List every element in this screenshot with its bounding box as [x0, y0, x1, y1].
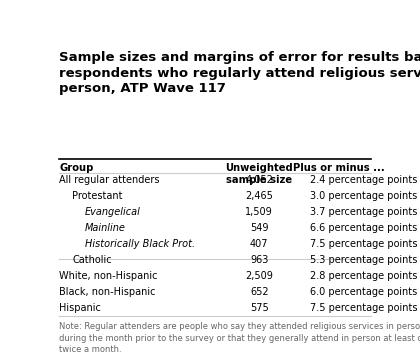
- Text: Black, non-Hispanic: Black, non-Hispanic: [59, 288, 155, 298]
- Text: 549: 549: [250, 223, 268, 233]
- Text: Protestant: Protestant: [72, 191, 123, 201]
- Text: Note: Regular attenders are people who say they attended religious services in p: Note: Regular attenders are people who s…: [59, 322, 420, 354]
- Text: 2,509: 2,509: [245, 271, 273, 281]
- Text: White, non-Hispanic: White, non-Hispanic: [59, 271, 158, 281]
- Text: Catholic: Catholic: [72, 255, 112, 265]
- Text: 652: 652: [250, 288, 268, 298]
- Text: 2.4 percentage points: 2.4 percentage points: [310, 175, 417, 185]
- Text: 2,465: 2,465: [245, 191, 273, 201]
- Text: 2.8 percentage points: 2.8 percentage points: [310, 271, 417, 281]
- Text: Group: Group: [59, 163, 93, 173]
- Text: Sample sizes and margins of error for results based on
respondents who regularly: Sample sizes and margins of error for re…: [59, 51, 420, 95]
- Text: Evangelical: Evangelical: [85, 207, 141, 217]
- Text: 7.5 percentage points: 7.5 percentage points: [310, 303, 417, 313]
- Text: All regular attenders: All regular attenders: [59, 175, 160, 185]
- Text: Historically Black Prot.: Historically Black Prot.: [85, 239, 195, 250]
- Text: 963: 963: [250, 255, 268, 265]
- Text: Hispanic: Hispanic: [59, 303, 101, 313]
- Text: 1,509: 1,509: [245, 207, 273, 217]
- Text: Plus or minus ...: Plus or minus ...: [293, 163, 385, 173]
- Text: 3.7 percentage points: 3.7 percentage points: [310, 207, 417, 217]
- Text: Unweighted
sample size: Unweighted sample size: [225, 163, 293, 185]
- Text: 407: 407: [250, 239, 268, 250]
- Text: 575: 575: [250, 303, 268, 313]
- Text: 3.0 percentage points: 3.0 percentage points: [310, 191, 417, 201]
- Text: 6.6 percentage points: 6.6 percentage points: [310, 223, 417, 233]
- Text: Mainline: Mainline: [85, 223, 126, 233]
- Text: 5.3 percentage points: 5.3 percentage points: [310, 255, 417, 265]
- Text: 7.5 percentage points: 7.5 percentage points: [310, 239, 417, 250]
- Text: 4,052: 4,052: [245, 175, 273, 185]
- Text: 6.0 percentage points: 6.0 percentage points: [310, 288, 417, 298]
